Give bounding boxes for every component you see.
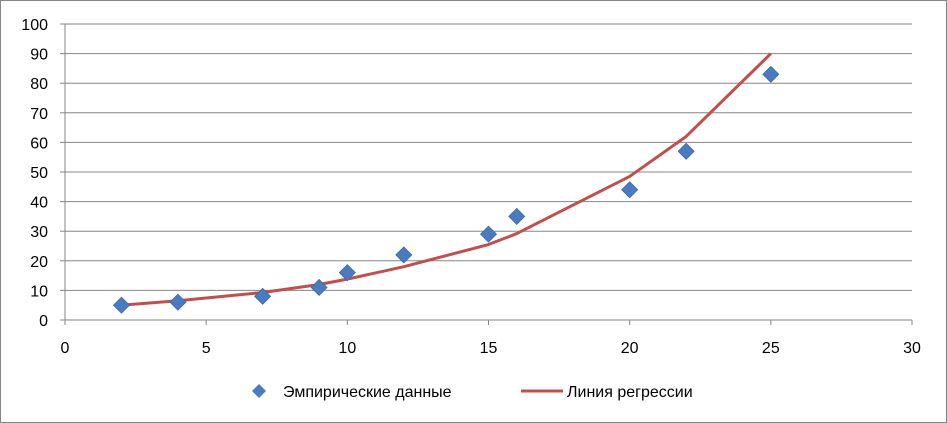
data-point-empirical-4 — [338, 264, 356, 282]
tick-label-x-3: 15 — [480, 340, 498, 357]
series-line-regression — [121, 52, 772, 307]
grid-layer — [65, 23, 912, 291]
data-point-empirical-0 — [112, 296, 131, 314]
tick-label-y-0: 0 — [39, 313, 48, 330]
axes-layer: 0 10 20 30 40 50 60 70 80 90 100 0 5 10 15 20 25 30 — [21, 17, 921, 357]
legend-label-empirical-data: Эмпирические данные — [283, 384, 452, 401]
tick-label-y-7: 70 — [30, 106, 48, 123]
series-layer — [112, 52, 780, 314]
tick-label-x-1: 5 — [202, 340, 211, 357]
legend: Эмпирические данные Линия регрессии — [252, 384, 693, 401]
tick-label-y-8: 80 — [30, 76, 48, 93]
data-point-empirical-10 — [762, 65, 780, 83]
data-point-empirical-6 — [479, 225, 498, 243]
tick-label-y-9: 90 — [30, 47, 48, 64]
tick-label-y-3: 30 — [30, 224, 48, 241]
legend-marker-empirical-data — [252, 384, 266, 398]
tick-label-x-0: 0 — [61, 340, 70, 357]
tick-label-y-2: 20 — [30, 254, 48, 271]
data-point-empirical-3 — [310, 278, 328, 297]
tick-label-x-5: 25 — [762, 340, 780, 357]
data-point-empirical-5 — [395, 246, 413, 264]
tick-label-y-6: 60 — [30, 135, 48, 152]
data-point-empirical-2 — [254, 287, 272, 305]
data-point-empirical-8 — [621, 181, 639, 199]
tick-label-y-1: 10 — [30, 283, 48, 300]
data-point-empirical-7 — [508, 207, 526, 225]
tick-label-y-5: 50 — [30, 165, 48, 182]
tick-label-x-6: 30 — [903, 340, 921, 357]
legend-label-regression-line: Линия регрессии — [567, 384, 693, 401]
tick-label-x-2: 10 — [338, 340, 356, 357]
data-point-empirical-1 — [169, 293, 187, 311]
data-point-empirical-9 — [677, 142, 695, 160]
tick-label-x-4: 20 — [621, 340, 639, 357]
tick-label-y-4: 40 — [30, 195, 48, 212]
tick-label-y-10: 100 — [21, 17, 48, 34]
